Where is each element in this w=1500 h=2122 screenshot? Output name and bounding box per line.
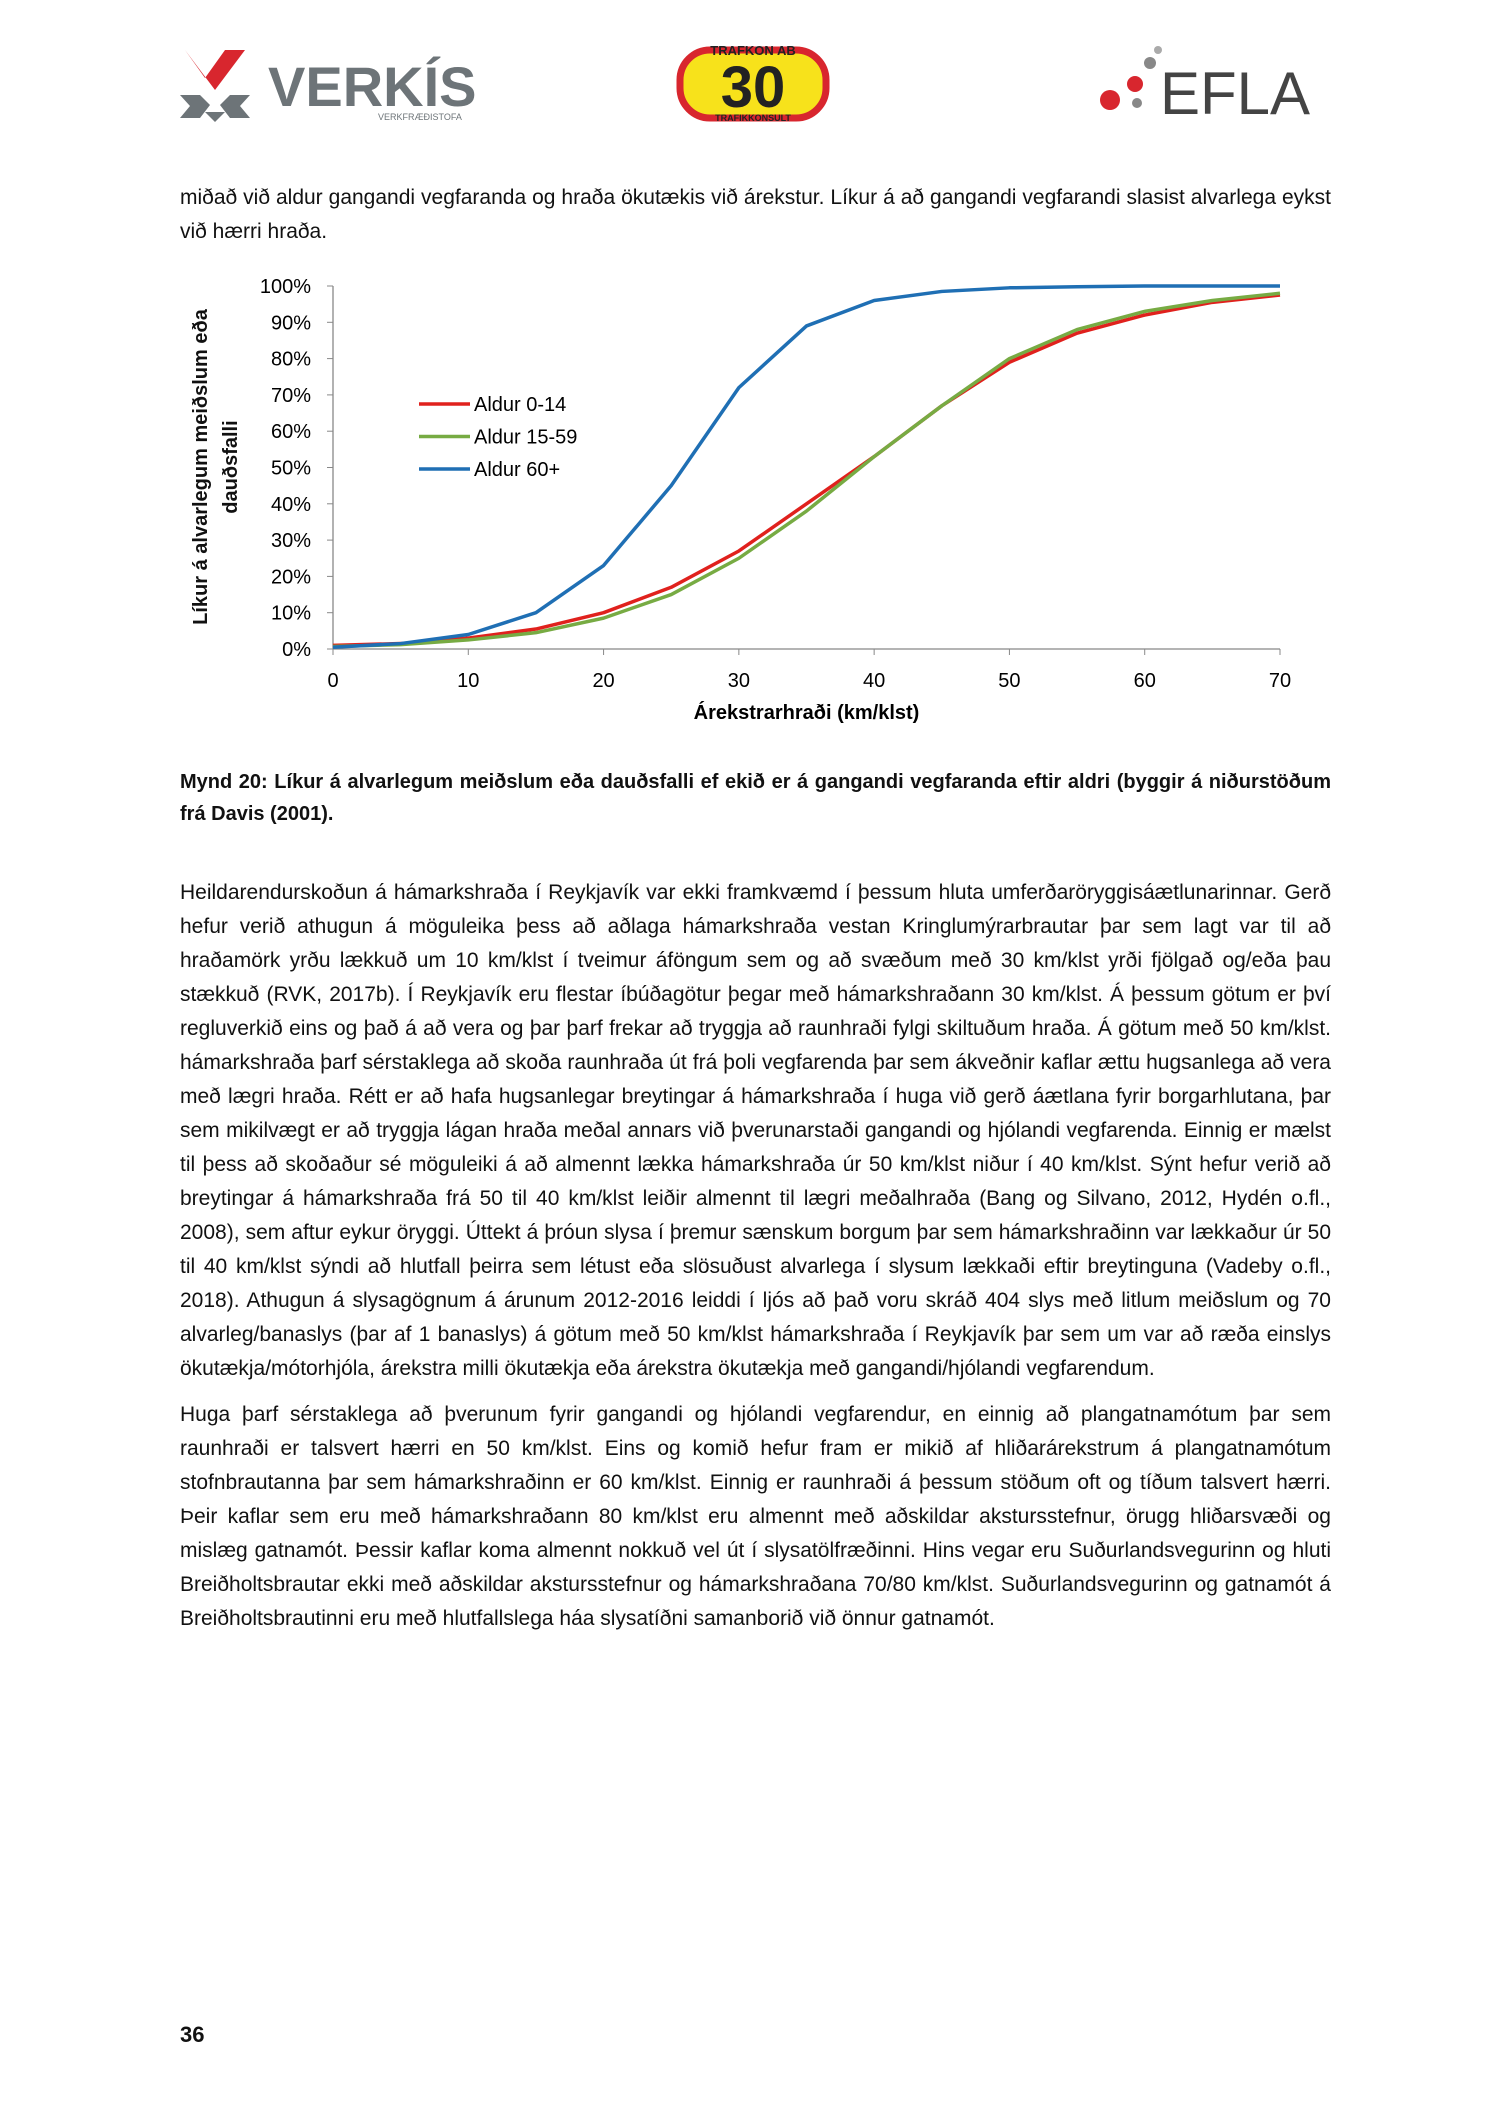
y-tick-label: 40% <box>271 494 311 516</box>
y-tick-label: 10% <box>271 603 311 625</box>
series-line <box>332 284 1280 649</box>
trafkon-top: TRAFKON AB <box>710 43 795 58</box>
x-tick-label: 20 <box>592 670 614 692</box>
trafkon-number: 30 <box>721 55 786 120</box>
series-line <box>332 291 1281 649</box>
y-tick-label: 100% <box>260 276 311 298</box>
trafkon-bottom: TRAFIKKONSULT <box>715 113 791 123</box>
verkis-sub: VERKFRÆÐISTOFA <box>378 112 462 122</box>
y-tick-label: 20% <box>271 566 311 588</box>
y-tick-label: 50% <box>271 458 311 480</box>
x-tick-label: 40 <box>863 670 885 692</box>
legend-label: Aldur 15-59 <box>474 427 577 449</box>
x-tick-label: 0 <box>327 670 338 692</box>
efla-logo: EFLA <box>1100 46 1310 127</box>
x-axis-title: Árekstrarhraði (km/klst) <box>694 701 920 724</box>
intro-text: miðað við aldur gangandi vegfaranda og h… <box>180 186 1331 243</box>
paragraph: Heildarendurskoðun á hámarkshraða í Reyk… <box>180 881 1331 1380</box>
y-tick-label: 70% <box>271 385 311 407</box>
efla-name: EFLA <box>1160 60 1310 127</box>
chart: 0% 10% 20% 30% 40% 50% 60% 70% 80% 90% 100% 0 10 20 30… <box>260 276 1291 724</box>
series-line <box>332 293 1281 648</box>
figure-caption: Mynd 20: Líkur á alvarlegum meiðslum eða… <box>180 771 1331 825</box>
y-tick-label: 0% <box>282 639 311 661</box>
x-tick-label: 50 <box>998 670 1020 692</box>
header: VERKÍS VERKFRÆÐISTOFA TRAFKON AB 30 TRAF… <box>180 43 1310 127</box>
y-tick-label: 90% <box>271 312 311 334</box>
y-tick-label: 80% <box>271 349 311 371</box>
verkis-logo: VERKÍS VERKFRÆÐISTOFA <box>180 50 477 122</box>
x-tick-label: 70 <box>1269 670 1291 692</box>
y-tick-label: 60% <box>271 421 311 443</box>
page-number: 36 <box>180 2022 205 2047</box>
y-tick-label: 30% <box>271 530 311 552</box>
body-text: Heildarendurskoðun á hámarkshraða í Reyk… <box>180 876 1331 1648</box>
verkis-name: VERKÍS <box>268 55 477 118</box>
legend-label: Aldur 60+ <box>474 459 560 481</box>
trafkon-logo: TRAFKON AB 30 TRAFIKKONSULT <box>676 43 830 123</box>
x-tick-label: 30 <box>728 670 750 692</box>
paragraph: Huga þarf sérstaklega að þverunum fyrir … <box>180 1403 1331 1630</box>
x-tick-label: 60 <box>1134 670 1156 692</box>
x-tick-label: 10 <box>457 670 479 692</box>
legend-label: Aldur 0-14 <box>474 394 566 416</box>
